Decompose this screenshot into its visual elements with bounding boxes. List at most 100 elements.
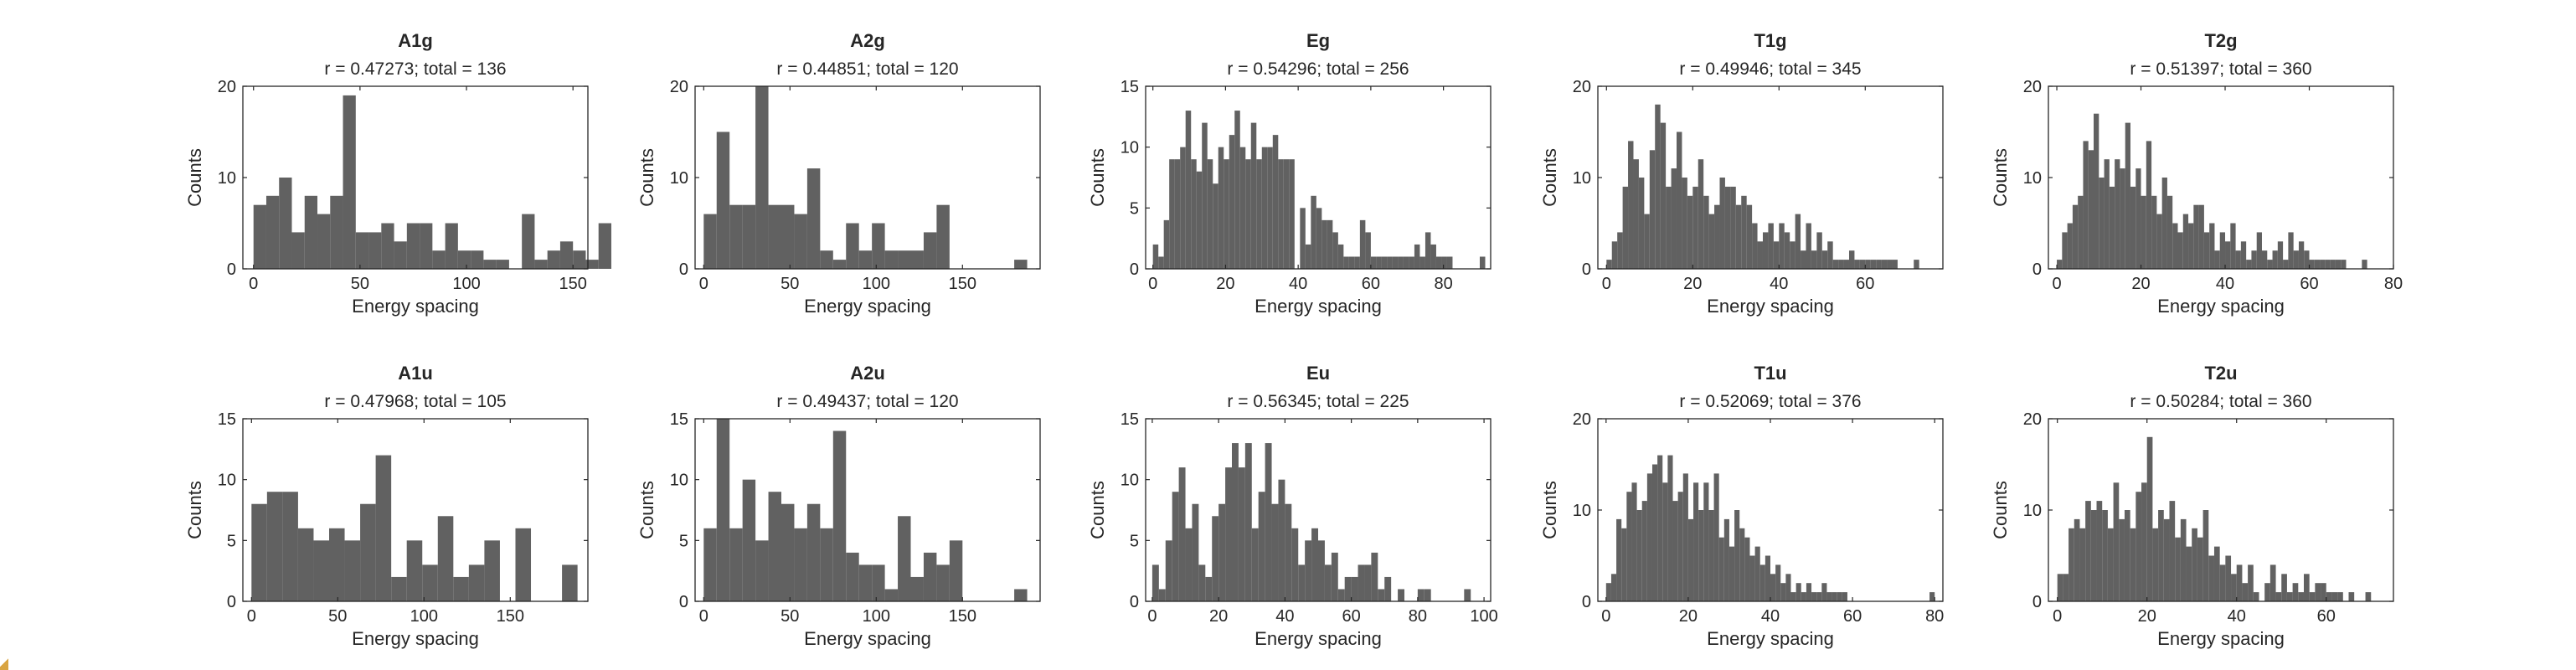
bar bbox=[2335, 260, 2342, 269]
bar bbox=[1633, 159, 1639, 269]
bar bbox=[858, 250, 873, 269]
bar bbox=[1655, 104, 1661, 269]
bar bbox=[1692, 186, 1698, 269]
bar bbox=[1324, 564, 1332, 601]
bar bbox=[1348, 256, 1355, 269]
bar bbox=[2094, 113, 2099, 269]
panel-eg: 0 20 40 60 80 0 5 10 15 Eg r = 0.54296; total = 25… bbox=[1087, 30, 1492, 317]
bar bbox=[1622, 186, 1629, 269]
bar bbox=[1283, 159, 1290, 269]
bar bbox=[1169, 159, 1175, 269]
bar bbox=[2067, 223, 2073, 269]
bar bbox=[1682, 473, 1688, 601]
x-tick-label: 20 bbox=[1216, 275, 1234, 293]
y-tick-label: 10 bbox=[2023, 502, 2042, 520]
bar bbox=[1682, 178, 1687, 269]
bar bbox=[2292, 583, 2299, 601]
bar bbox=[2235, 250, 2241, 269]
bar bbox=[781, 503, 795, 601]
bar bbox=[573, 250, 586, 269]
y-tick-label: 10 bbox=[1121, 472, 1139, 490]
bar bbox=[1316, 208, 1322, 269]
panel-title: A1u bbox=[398, 363, 433, 384]
bar bbox=[1014, 589, 1028, 601]
bar bbox=[1887, 260, 1893, 269]
bar bbox=[2186, 546, 2192, 601]
bar bbox=[2079, 528, 2086, 601]
bar bbox=[2213, 546, 2220, 601]
bar bbox=[1929, 592, 1935, 601]
bar bbox=[1417, 589, 1425, 601]
y-tick-label: 0 bbox=[679, 260, 688, 279]
bar bbox=[1687, 195, 1693, 269]
bar bbox=[1773, 241, 1780, 269]
bar bbox=[2146, 436, 2153, 601]
panel-title: A2u bbox=[850, 363, 885, 384]
bar bbox=[2288, 232, 2294, 269]
bar bbox=[1337, 244, 1344, 269]
bar bbox=[1703, 482, 1709, 601]
x-tick-label: 60 bbox=[1856, 275, 1874, 293]
bar bbox=[1424, 589, 1431, 601]
bar bbox=[1198, 564, 1206, 601]
bar bbox=[2136, 492, 2142, 601]
bar bbox=[1816, 232, 1822, 269]
bar bbox=[1305, 540, 1312, 601]
panel-title: T2g bbox=[2204, 30, 2237, 51]
x-tick-label: 0 bbox=[1147, 607, 1157, 626]
bar bbox=[1267, 147, 1273, 269]
bar bbox=[2193, 204, 2199, 269]
panel-a2g: 0 50 100 150 0 10 20 A2g r = 0.44851; total = 12… bbox=[636, 30, 1041, 317]
bar bbox=[2163, 518, 2170, 601]
x-tick-label: 0 bbox=[2052, 275, 2061, 293]
bar bbox=[1218, 147, 1224, 269]
bar bbox=[898, 516, 911, 601]
bar bbox=[755, 86, 769, 269]
bar bbox=[1384, 576, 1392, 601]
y-tick-label: 10 bbox=[218, 472, 236, 490]
x-tick-label: 150 bbox=[559, 275, 587, 293]
bar bbox=[1354, 256, 1360, 269]
bar bbox=[1430, 244, 1436, 269]
bar bbox=[1649, 150, 1656, 269]
bar bbox=[2182, 214, 2189, 269]
bar bbox=[923, 552, 937, 601]
x-tick-label: 0 bbox=[247, 607, 256, 626]
bar bbox=[1321, 219, 1327, 269]
y-tick-label: 10 bbox=[670, 169, 688, 188]
bar bbox=[1842, 592, 1847, 601]
panel-a2u: 0 50 100 150 0 5 10 15 A2u r = 0.49437; total = 1… bbox=[636, 363, 1041, 649]
bar bbox=[1272, 135, 1279, 269]
bar bbox=[936, 564, 950, 601]
x-tick-label: 50 bbox=[351, 275, 369, 293]
bar bbox=[2253, 592, 2259, 601]
bar bbox=[2136, 168, 2141, 269]
bar bbox=[2113, 482, 2120, 601]
bar bbox=[768, 204, 781, 269]
bar bbox=[729, 528, 743, 601]
y-axis-label: Counts bbox=[1539, 148, 1560, 207]
bar bbox=[313, 540, 329, 601]
bar bbox=[2341, 260, 2347, 269]
bar bbox=[1631, 482, 1637, 601]
bar bbox=[344, 540, 361, 601]
bar bbox=[406, 540, 423, 601]
bar bbox=[1687, 518, 1694, 601]
bar bbox=[297, 528, 314, 601]
bar bbox=[562, 564, 578, 601]
y-tick-label: 20 bbox=[2023, 78, 2042, 96]
bar bbox=[453, 576, 469, 601]
bar bbox=[1419, 256, 1425, 269]
bar bbox=[2286, 592, 2293, 601]
bar bbox=[742, 204, 756, 269]
bar bbox=[872, 564, 885, 601]
y-tick-label: 10 bbox=[2023, 169, 2042, 188]
bar bbox=[483, 260, 497, 269]
bar bbox=[2225, 241, 2231, 269]
bar bbox=[1610, 574, 1617, 601]
x-axis-label: Energy spacing bbox=[1707, 296, 1834, 317]
bar bbox=[266, 492, 283, 601]
bar bbox=[1801, 250, 1806, 269]
bar bbox=[406, 223, 420, 269]
bar bbox=[2325, 260, 2331, 269]
